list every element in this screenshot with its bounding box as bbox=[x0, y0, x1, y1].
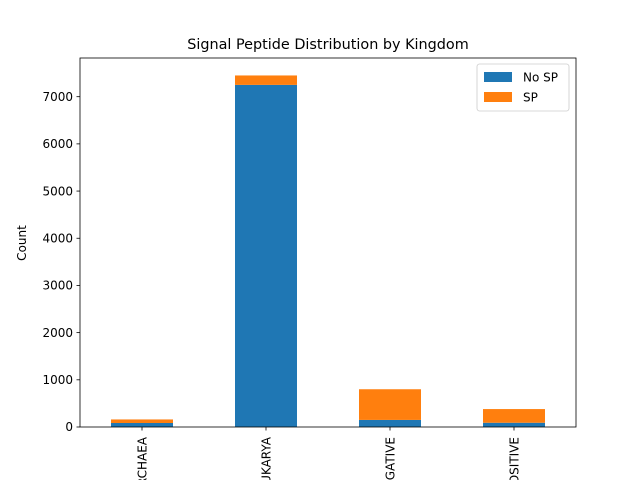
axes-group: 0 1000 2000 3000 4000 5000 6000 7000 ARCHAEA EUKA… bbox=[42, 57, 577, 480]
bar-no-sp-positive bbox=[483, 422, 545, 427]
bars-group bbox=[111, 75, 545, 427]
legend-swatch-no-sp bbox=[484, 72, 512, 82]
y-tick-label: 7000 bbox=[42, 90, 73, 104]
bar-sp-archaea bbox=[111, 419, 173, 423]
bar-no-sp-negative bbox=[359, 419, 421, 427]
x-tick-label: EUKARYA bbox=[260, 436, 274, 480]
y-tick-label: 1000 bbox=[42, 373, 73, 387]
legend-swatch-sp bbox=[484, 92, 512, 102]
chart-title: Signal Peptide Distribution by Kingdom bbox=[187, 37, 469, 53]
y-tick-label: 2000 bbox=[42, 326, 73, 340]
y-axis-label: Count bbox=[15, 225, 29, 261]
y-tick-label: 3000 bbox=[42, 279, 73, 293]
x-tick-label: ARCHAEA bbox=[136, 436, 150, 480]
x-tick-label: NEGATIVE bbox=[384, 437, 398, 480]
legend: No SP SP bbox=[476, 63, 570, 112]
legend-label-sp: SP bbox=[523, 91, 538, 105]
y-tick-label: 4000 bbox=[42, 231, 73, 245]
legend-label-no-sp: No SP bbox=[523, 71, 558, 85]
bar-sp-negative bbox=[359, 389, 421, 420]
bar-sp-eukarya bbox=[235, 75, 297, 85]
bar-sp-positive bbox=[483, 409, 545, 423]
y-tick-label: 6000 bbox=[42, 137, 73, 151]
bar-no-sp-eukarya bbox=[235, 84, 297, 427]
plot-frame bbox=[79, 57, 577, 428]
bar-no-sp-archaea bbox=[111, 422, 173, 427]
y-tick-label: 0 bbox=[65, 420, 73, 434]
x-tick-label: POSITIVE bbox=[508, 437, 522, 480]
y-tick-label: 5000 bbox=[42, 184, 73, 198]
